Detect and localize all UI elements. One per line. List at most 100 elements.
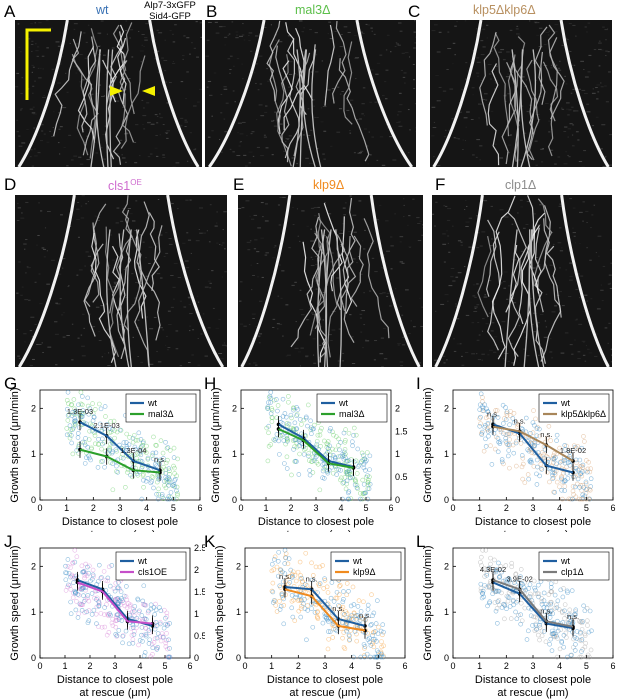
spindle-pole-right: [148, 20, 200, 167]
kymo-noise: [468, 246, 472, 248]
scatter-point: [130, 439, 136, 445]
scatter-point: [171, 482, 177, 487]
scatter-point: [555, 628, 561, 634]
kymo-noise: [390, 268, 393, 270]
kymo-noise: [99, 33, 101, 35]
stat-annotation: n.s.: [332, 604, 344, 613]
kymo-noise: [147, 121, 151, 123]
scatter-point: [327, 629, 333, 634]
kymo-noise: [331, 329, 336, 331]
kymo-noise: [148, 246, 153, 248]
scatter-point: [125, 470, 130, 475]
kymo-noise: [75, 72, 78, 74]
kymo-noise: [328, 334, 332, 336]
scatter-point: [325, 469, 330, 474]
kymo-noise: [200, 333, 203, 335]
kymo-noise: [532, 323, 534, 325]
scatter-point: [67, 435, 73, 441]
kymo-noise: [503, 271, 508, 273]
kymo-noise: [364, 229, 366, 231]
scatter-point: [526, 586, 531, 591]
kymo-noise: [493, 143, 497, 145]
scatter-point: [368, 654, 373, 660]
kymo-noise: [400, 305, 402, 307]
kymo-noise: [305, 356, 308, 358]
kymo-noise: [248, 32, 253, 34]
kymo-noise: [251, 289, 253, 291]
scatter-point: [291, 427, 297, 432]
kymo-noise: [317, 206, 321, 208]
scatter-point: [548, 581, 554, 587]
kymo-noise: [322, 153, 325, 155]
kymo-title-klp9: klp9Δ: [313, 178, 344, 192]
scatter-point: [348, 496, 354, 501]
kymo-noise: [376, 62, 381, 64]
scatter-point: [553, 579, 559, 585]
kymo-noise: [237, 132, 239, 134]
scatter-point: [483, 415, 489, 421]
scatter-point: [141, 583, 147, 589]
kymo-noise: [155, 155, 159, 157]
stat-annotation: n.s.: [487, 409, 499, 418]
scatter-point: [286, 556, 292, 562]
kymo-noise: [571, 134, 574, 136]
kymo-noise: [598, 65, 601, 67]
microtubule-trace: [505, 244, 520, 313]
scatter-point: [297, 439, 302, 444]
kymo-noise: [572, 24, 576, 26]
kymo-noise: [359, 317, 363, 319]
kymo-noise: [184, 121, 189, 123]
scatter-point: [75, 431, 81, 436]
kymo-noise: [301, 51, 306, 53]
scatter-point: [522, 605, 528, 611]
kymo-noise: [310, 240, 315, 242]
x-tick-label: 2: [91, 503, 96, 513]
kymo-noise: [591, 92, 596, 94]
scatter-point: [347, 475, 353, 480]
scatter-point: [573, 642, 578, 647]
kymo-noise: [314, 117, 316, 119]
kymo-noise: [315, 288, 319, 290]
kymo-noise: [442, 355, 446, 357]
kymo-noise: [85, 41, 88, 43]
kymo-noise: [33, 127, 36, 129]
scatter-point: [569, 588, 575, 593]
scatter-point: [294, 459, 299, 464]
scatter-point: [486, 584, 492, 589]
kymo-noise: [588, 54, 592, 56]
scatter-point: [572, 484, 578, 490]
kymo-noise: [149, 363, 154, 365]
scatter-point: [67, 423, 73, 428]
kymo-noise: [412, 198, 415, 200]
kymo-noise: [106, 33, 108, 35]
kymo-noise: [147, 156, 151, 158]
kymo-noise: [199, 232, 203, 234]
y-tick-label: 2: [444, 403, 449, 413]
scatter-point: [530, 430, 536, 435]
kymo-noise: [488, 349, 493, 351]
scatter-point: [98, 576, 103, 581]
kymo-noise: [435, 74, 439, 76]
kymo-noise: [292, 207, 294, 209]
scatter-point: [532, 585, 537, 591]
scatter-point: [104, 602, 109, 607]
scatter-point: [527, 458, 533, 464]
scatter-point: [367, 481, 373, 487]
scatter-point: [172, 465, 177, 471]
scatter-point: [110, 461, 115, 466]
x-axis-label: Distance to closest pole: [62, 516, 178, 528]
y-tick-label: 2: [31, 561, 36, 571]
scatter-point: [309, 459, 315, 464]
y-right-tick-label: 2: [194, 565, 199, 575]
marker-legend: Alp7-3xGFP Sid4-GFP: [138, 0, 202, 22]
kymo-noise: [62, 336, 66, 338]
kymo-noise: [193, 47, 196, 49]
scatter-point: [520, 455, 526, 461]
scatter-point: [365, 496, 371, 502]
scatter-point: [547, 611, 553, 617]
scatter-point: [156, 491, 162, 497]
scatter-point: [363, 490, 368, 496]
scatter-point: [139, 496, 145, 502]
kymo-noise: [475, 156, 478, 158]
kymo-noise: [108, 352, 110, 354]
